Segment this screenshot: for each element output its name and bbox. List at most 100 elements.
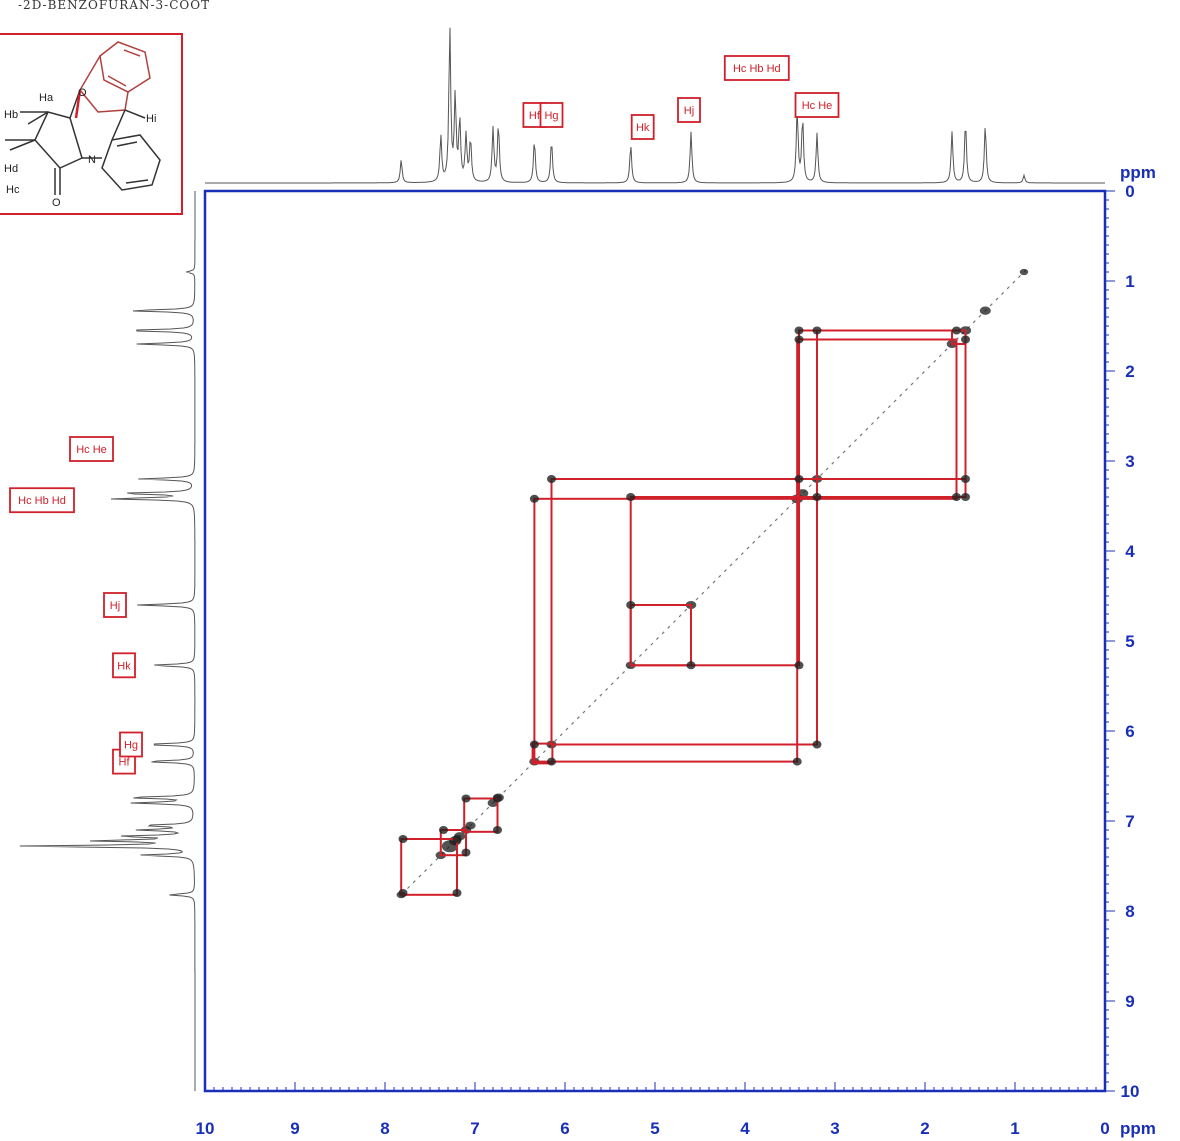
top-annotation-label: Hc He: [802, 100, 833, 112]
cross-peak: [493, 794, 502, 803]
diagonal-peak: [1019, 268, 1029, 276]
left-annotation-box: [119, 731, 143, 758]
coupling-box: [439, 829, 467, 857]
diagonal-peak: [979, 306, 991, 315]
structure-panel: Ha Hb Hi Hc Hd N O O: [0, 33, 183, 215]
top-annotation-label: Hc Hb Hd: [733, 63, 781, 75]
coupling-box: [816, 329, 967, 480]
cross-peak: [794, 661, 804, 670]
coupling-box: [796, 338, 958, 500]
x-tick-label: 6: [560, 1119, 569, 1138]
left-annotation-label: Hf: [119, 757, 131, 769]
y-tick-label: 1: [1125, 272, 1134, 291]
left-annotation-label: Hk: [117, 660, 131, 672]
cross-peak: [461, 794, 471, 803]
y-tick-label: 6: [1125, 722, 1134, 741]
coupling-box: [629, 496, 801, 667]
cross-peak: [812, 740, 822, 749]
top-annotation-label: Hf: [529, 110, 541, 122]
y-tick-label: 2: [1125, 362, 1134, 381]
x-tick-label: 9: [290, 1119, 299, 1138]
y-tick-label: 7: [1125, 812, 1134, 831]
x-axis: 10 9 8 7 6 5 4 3 2 1 0: [196, 1082, 1110, 1138]
cross-peak: [547, 475, 556, 483]
cross-peak: [952, 493, 961, 501]
title-fragment: -2D-BENZOFURAN-3-COOT: [18, 0, 210, 12]
cross-peak: [398, 889, 408, 897]
cross-peak: [452, 835, 462, 843]
structure-label-o-ring: O: [78, 87, 87, 99]
cross-peak: [493, 826, 502, 834]
top-annotation-label: Hj: [684, 105, 694, 117]
coupling-box: [796, 478, 819, 500]
y-axis-unit: ppm: [1120, 163, 1156, 182]
x-tick-label: 1: [1010, 1119, 1019, 1138]
cross-peak: [952, 326, 961, 335]
cross-peak: [398, 835, 408, 843]
y-tick-label: 9: [1125, 992, 1134, 1011]
cross-peak: [529, 740, 539, 749]
cross-peak: [961, 475, 970, 483]
y-tick-label: 4: [1125, 542, 1135, 561]
structure-label-hc: Hc: [6, 184, 20, 196]
left-annotation-box: [103, 592, 127, 618]
cross-peak: [794, 475, 804, 483]
x-tick-label: 2: [920, 1119, 929, 1138]
cross-peak: [961, 493, 970, 501]
cross-peak: [547, 757, 556, 766]
left-projection-trace: [19, 191, 196, 1091]
cross-peak: [792, 757, 802, 766]
left-annotation-label: Hc He: [76, 444, 107, 456]
cross-peak: [961, 335, 970, 344]
x-tick-label: 10: [196, 1119, 215, 1138]
structure-label-ha: Ha: [39, 92, 54, 104]
left-annotations: Hf Hg Hk Hj Hc Hb Hd Hc He: [9, 436, 143, 775]
left-annotation-label: Hg: [124, 740, 138, 752]
cross-peak: [812, 326, 822, 335]
left-annotation-box: [9, 487, 75, 514]
structure-label-hb: Hb: [4, 109, 18, 121]
structure-label-hd: Hd: [4, 163, 18, 175]
y-tick-label: 10: [1121, 1082, 1140, 1101]
cross-peak: [439, 826, 448, 834]
x-tick-label: 8: [380, 1119, 389, 1138]
x-tick-label: 3: [830, 1119, 839, 1138]
x-tick-label: 5: [650, 1119, 659, 1138]
cross-peak: [461, 848, 471, 857]
top-annotation-box: [630, 114, 655, 140]
cross-peak: [812, 493, 822, 501]
top-annotation-box: [794, 92, 840, 118]
top-annotations: Hf Hg Hk Hj Hc Hb Hd Hc He: [522, 55, 840, 140]
diagonal-peak: [465, 821, 476, 830]
coupling-boxes: [400, 329, 967, 896]
structure-label-o-carbonyl: O: [52, 197, 61, 209]
coupling-box: [531, 742, 554, 765]
x-tick-label: 0: [1100, 1119, 1109, 1138]
cross-peak: [686, 661, 696, 670]
left-annotation-box: [69, 436, 114, 462]
cross-peaks: [398, 326, 970, 897]
diagonal-trace: [407, 267, 1029, 889]
top-annotation-box: [539, 102, 564, 128]
cross-peak: [794, 326, 804, 335]
cross-peak: [626, 601, 636, 609]
cross-peak: [626, 493, 636, 501]
x-tick-label: 7: [470, 1119, 479, 1138]
y-tick-label: 0: [1125, 182, 1134, 201]
x-tick-label: 4: [740, 1119, 750, 1138]
coupling-box: [463, 797, 499, 833]
left-annotation-box: [112, 652, 136, 679]
coupling-box: [533, 497, 799, 763]
top-annotation-box: [723, 55, 790, 81]
coupling-box: [400, 838, 459, 896]
top-projection-trace: [205, 27, 1105, 184]
coupling-box: [550, 478, 818, 746]
molecule-structure-drawing: [5, 41, 161, 195]
left-annotation-label: Hj: [110, 600, 120, 612]
cross-peak: [794, 335, 804, 344]
top-annotation-box: [677, 97, 701, 123]
x-axis-unit: ppm: [1120, 1119, 1156, 1138]
y-tick-label: 3: [1125, 452, 1134, 471]
left-annotation-label: Hc Hb Hd: [18, 495, 66, 507]
